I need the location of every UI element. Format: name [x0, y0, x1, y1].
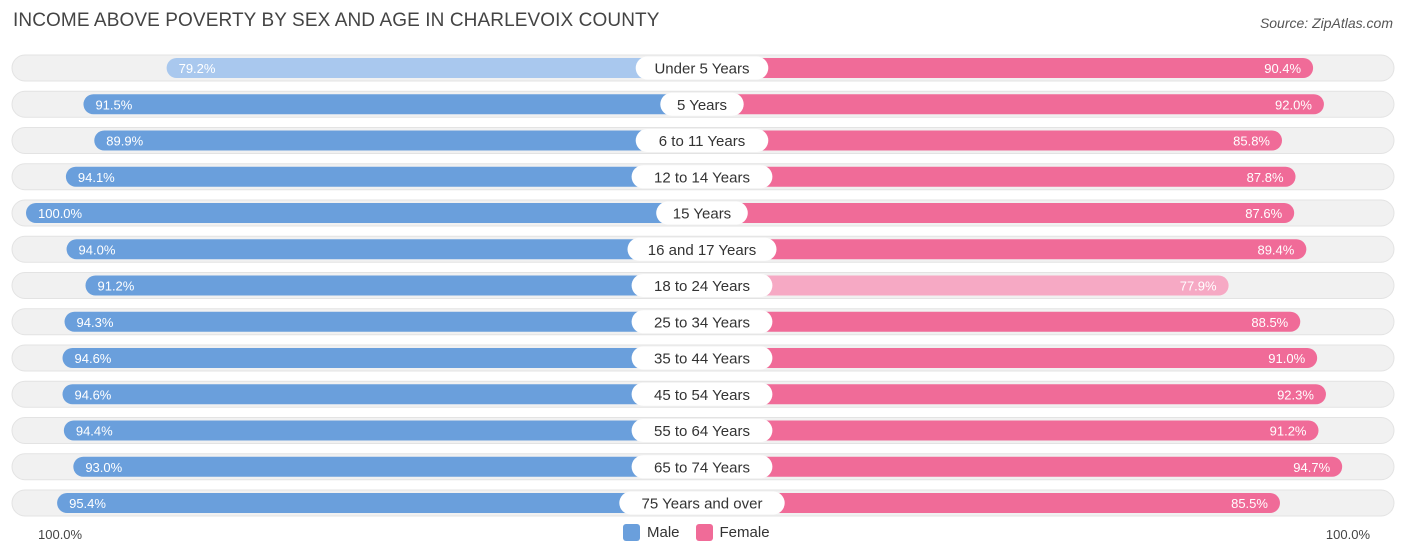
- male-bar: [62, 384, 702, 405]
- male-bar: [85, 275, 703, 296]
- category-label: Under 5 Years: [654, 61, 749, 78]
- category-pill: [631, 382, 773, 406]
- category-pill: [627, 237, 777, 261]
- category-label: 5 Years: [677, 97, 727, 114]
- male-value-label: 94.0%: [79, 242, 116, 257]
- female-value-label: 92.0%: [1275, 97, 1312, 112]
- female-value-label: 92.3%: [1277, 387, 1314, 402]
- legend-item-male: Male: [623, 524, 680, 541]
- male-bar: [166, 58, 702, 78]
- category-pill: [656, 201, 748, 225]
- male-value-label: 95.4%: [69, 496, 106, 511]
- female-bar: [702, 94, 1324, 115]
- category-pill: [631, 310, 773, 334]
- axis-right-label: 100.0%: [1325, 527, 1370, 542]
- female-value-label: 91.2%: [1270, 424, 1307, 439]
- female-value-label: 94.7%: [1293, 460, 1330, 475]
- chart-title: INCOME ABOVE POVERTY BY SEX AND AGE IN C…: [13, 10, 660, 31]
- female-value-label: 87.8%: [1247, 170, 1284, 185]
- legend: Male Female: [623, 524, 786, 541]
- female-bar: [702, 348, 1318, 368]
- category-label: 15 Years: [673, 206, 731, 223]
- male-bar: [73, 456, 702, 477]
- male-value-label: 79.2%: [179, 61, 216, 76]
- category-pill: [635, 129, 769, 152]
- male-value-label: 94.6%: [75, 387, 112, 402]
- female-value-label: 87.6%: [1245, 206, 1282, 221]
- female-bar: [702, 58, 1314, 78]
- category-pill: [631, 165, 773, 189]
- male-bar: [63, 420, 702, 441]
- category-pill: [631, 419, 773, 442]
- male-value-label: 100.0%: [38, 206, 83, 221]
- bar-chart: 79.2% 90.4% Under 5 Years 91.5% 92.0% 5 Years…: [11, 54, 1395, 517]
- male-bar: [64, 311, 703, 332]
- female-value-label: 85.8%: [1233, 134, 1270, 149]
- female-bar: [702, 384, 1326, 405]
- category-pill: [631, 274, 773, 297]
- male-value-label: 94.1%: [78, 170, 115, 185]
- male-value-label: 94.3%: [77, 315, 114, 330]
- female-value-label: 77.9%: [1180, 279, 1217, 294]
- male-bar: [65, 166, 702, 187]
- female-bar: [702, 239, 1307, 260]
- category-pill: [660, 92, 744, 116]
- female-bar: [702, 203, 1295, 223]
- female-bar: [702, 420, 1319, 441]
- male-bar: [94, 130, 702, 151]
- male-value-label: 91.2%: [97, 279, 134, 294]
- category-pill: [619, 491, 785, 515]
- female-value-label: 85.5%: [1231, 496, 1268, 511]
- female-bar: [702, 311, 1301, 332]
- male-value-label: 94.4%: [76, 424, 113, 439]
- legend-label-female: Female: [719, 524, 770, 541]
- category-pill: [631, 346, 773, 370]
- female-bar: [702, 166, 1296, 187]
- female-value-label: 88.5%: [1251, 315, 1288, 330]
- category-label: 12 to 14 Years: [654, 169, 750, 186]
- category-pill: [631, 455, 773, 479]
- male-value-label: 89.9%: [106, 134, 143, 149]
- male-value-label: 91.5%: [95, 97, 132, 112]
- male-value-label: 93.0%: [85, 460, 122, 475]
- category-label: 16 and 17 Years: [648, 242, 756, 259]
- category-label: 45 to 54 Years: [654, 387, 750, 404]
- legend-label-male: Male: [647, 524, 680, 541]
- legend-item-female: Female: [695, 524, 770, 541]
- male-bar: [26, 203, 702, 223]
- category-label: 25 to 34 Years: [654, 314, 750, 331]
- legend-swatch-male: [623, 524, 640, 541]
- category-label: 55 to 64 Years: [654, 423, 750, 440]
- male-value-label: 94.6%: [75, 351, 112, 366]
- category-label: 18 to 24 Years: [654, 278, 750, 295]
- female-bar: [702, 130, 1283, 151]
- female-bar: [702, 493, 1280, 513]
- male-bar: [57, 493, 702, 513]
- source-credit: Source: ZipAtlas.com: [1259, 15, 1393, 31]
- female-value-label: 90.4%: [1264, 61, 1301, 76]
- category-label: 65 to 74 Years: [654, 459, 750, 476]
- legend-swatch-female: [695, 524, 713, 541]
- category-pill: [635, 56, 769, 80]
- male-bar: [66, 239, 702, 260]
- axis-left-label: 100.0%: [38, 527, 83, 542]
- female-bar: [702, 275, 1229, 296]
- male-bar: [83, 94, 702, 115]
- female-value-label: 91.0%: [1268, 351, 1305, 366]
- category-label: 35 to 44 Years: [654, 351, 750, 368]
- male-bar: [62, 348, 702, 368]
- female-bar: [702, 456, 1343, 477]
- female-value-label: 89.4%: [1257, 242, 1294, 257]
- category-label: 75 Years and over: [642, 496, 763, 513]
- category-label: 6 to 11 Years: [659, 133, 745, 150]
